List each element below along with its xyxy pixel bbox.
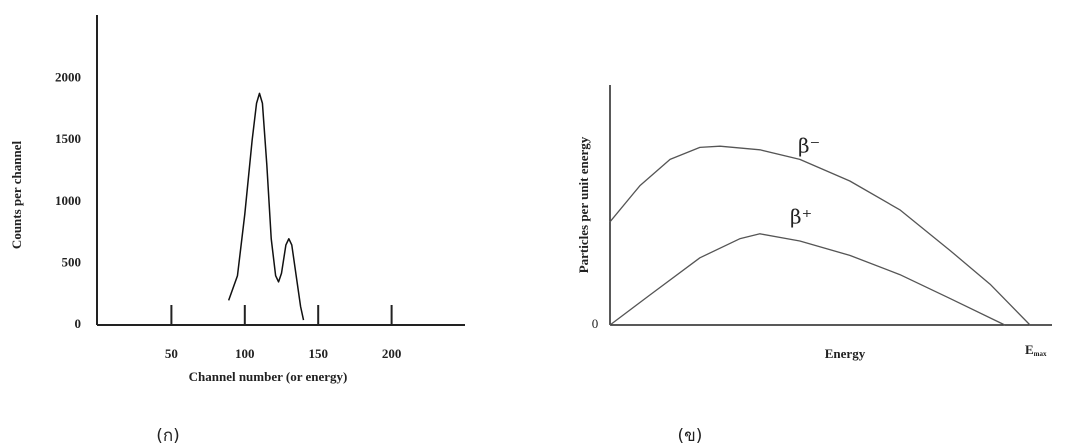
x-tick-label: 150	[308, 346, 328, 361]
origin-label: 0	[592, 316, 599, 331]
x-tick-label: Emax	[1025, 342, 1047, 358]
x-tick-label: 50	[165, 346, 178, 361]
y-tick-label: 1000	[55, 193, 81, 208]
x-axis-label: Channel number (or energy)	[189, 369, 348, 384]
y-tick-label: 1500	[55, 131, 81, 146]
figure: (ก) (ข) 0 500 1000 1500 2000 50 100 150 200 Chann…	[0, 0, 1075, 448]
y-axis-label: Counts per channel	[9, 141, 24, 250]
x-tick-subscript: max	[1034, 350, 1047, 358]
series-label: β⁺	[790, 205, 812, 229]
x-tick-label: 200	[382, 346, 402, 361]
y-tick-label: 0	[75, 316, 82, 331]
x-axis-label: Energy	[825, 346, 866, 361]
caption: (ข)	[678, 426, 703, 446]
x-tick-label: 100	[235, 346, 255, 361]
y-axis-label: Particles per unit energy	[576, 136, 591, 273]
series-label: β⁻	[798, 134, 820, 158]
y-tick-label: 500	[62, 254, 82, 269]
data-line	[610, 146, 1030, 325]
data-line	[229, 93, 304, 320]
y-tick-label: 2000	[55, 70, 81, 85]
caption: (ก)	[156, 426, 180, 446]
x-tick-text: E	[1025, 342, 1034, 357]
